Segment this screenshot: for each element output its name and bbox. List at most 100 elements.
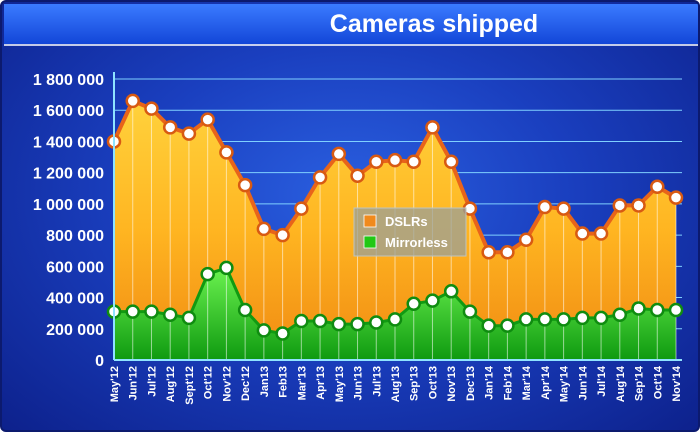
mirrorless-point	[181, 310, 197, 326]
y-axis-ticks: 1 800 000 1 600 000 1 400 000 1 200 000 1 00…	[33, 72, 104, 370]
dslrs-point	[294, 201, 309, 216]
mirrorless-point	[219, 260, 234, 276]
dslrs-point	[425, 120, 440, 135]
title-banner	[4, 4, 698, 44]
x-tick-label: Sep'13	[409, 366, 421, 401]
mirrorless-point	[162, 307, 178, 322]
x-tick-label: Feb13	[278, 366, 290, 398]
mirrorless-point	[144, 304, 159, 319]
x-tick-label: May'13	[334, 366, 346, 402]
y-tick-label: 0	[95, 353, 104, 370]
dslrs-point	[125, 93, 140, 109]
y-tick-label: 200 000	[46, 322, 104, 339]
dslrs-point	[181, 126, 197, 141]
dslrs-point	[387, 152, 403, 168]
legend-label-dslrs: DSLRs	[385, 214, 428, 229]
x-tick-label: Jan13	[259, 366, 271, 397]
mirrorless-point	[443, 284, 459, 299]
dslrs-point	[481, 245, 496, 260]
mirrorless-point	[406, 296, 421, 312]
dslrs-point	[668, 190, 684, 205]
x-tick-label: Jun'14	[577, 365, 589, 400]
mirrorless-point	[294, 313, 309, 329]
dslrs-point	[200, 112, 215, 127]
dslrs-point	[369, 154, 384, 169]
mirrorless-point	[256, 323, 272, 338]
series-points-dslrs	[106, 93, 684, 260]
dslrs-point	[331, 146, 347, 162]
dslrs-point	[631, 198, 646, 213]
legend-swatch-mirrorless	[363, 235, 377, 249]
mirrorless-point	[237, 302, 253, 318]
dslrs-point	[275, 227, 290, 243]
x-tick-label: Oct'13	[427, 366, 439, 399]
mirrorless-point	[668, 302, 684, 318]
dslrs-point	[537, 199, 553, 215]
dslrs-point	[312, 170, 328, 185]
mirrorless-point	[312, 313, 328, 329]
dslrs-point	[237, 177, 253, 193]
mirrorless-point	[556, 312, 571, 327]
dslrs-point	[162, 120, 178, 135]
mirrorless-point	[612, 307, 628, 322]
mirrorless-point	[593, 310, 609, 326]
dslrs-point	[406, 154, 421, 169]
dslrs-point	[443, 154, 459, 169]
chart-title: Cameras shipped	[330, 10, 538, 38]
x-tick-label: Mar'14	[521, 365, 533, 400]
mirrorless-point	[500, 318, 515, 333]
mirrorless-point	[462, 304, 478, 319]
dslrs-point	[612, 198, 628, 213]
x-tick-label: Jun'13	[353, 366, 365, 400]
dslrs-point	[518, 232, 534, 248]
mirrorless-point	[331, 316, 347, 332]
x-tick-label: Aug'12	[165, 366, 177, 402]
mirrorless-point	[650, 302, 665, 318]
mirrorless-point	[125, 304, 140, 319]
x-tick-label: Sep'14	[634, 365, 646, 401]
mirrorless-point	[387, 312, 403, 327]
x-tick-label: Apr'13	[315, 366, 327, 400]
x-tick-label: Sept'12	[184, 366, 196, 405]
mirrorless-point	[350, 316, 365, 332]
mirrorless-point	[369, 315, 384, 330]
x-tick-label: Aug'14	[615, 365, 627, 402]
mirrorless-point	[518, 312, 534, 327]
y-tick-label: 400 000	[46, 291, 104, 308]
y-tick-label: 1 200 000	[33, 166, 104, 183]
x-tick-label: Jun'12	[128, 366, 140, 400]
x-tick-label: May'12	[109, 366, 121, 402]
x-tick-label: Oct'14	[652, 365, 664, 399]
y-tick-label: 1 600 000	[33, 103, 104, 120]
series-area-mirrorless	[114, 267, 676, 360]
dslrs-point	[556, 201, 571, 216]
mirrorless-point	[631, 301, 646, 316]
mirrorless-point	[425, 293, 440, 308]
x-tick-label: Mar'13	[296, 366, 308, 400]
y-tick-label: 800 000	[46, 228, 104, 245]
x-tick-label: Apr'14	[540, 365, 552, 400]
mirrorless-point	[200, 266, 215, 282]
x-axis-ticks: May'12 Jun'12 Jul'12 Aug'12 Sept'12 Oct'12 Nov…	[109, 365, 683, 405]
dslrs-point	[500, 245, 515, 260]
mirrorless-point	[537, 312, 553, 327]
y-tick-label: 600 000	[46, 259, 104, 276]
x-tick-label: Nov'14	[671, 365, 683, 402]
x-tick-label: Jul'14	[596, 365, 608, 397]
x-tick-label: Dec'12	[240, 366, 252, 401]
x-tick-label: Nov'12	[221, 366, 233, 402]
mirrorless-point	[575, 310, 590, 326]
legend: DSLRs Mirrorless	[353, 207, 467, 257]
x-tick-label: Jul'12	[146, 366, 158, 397]
x-tick-label: Aug'13	[390, 366, 402, 402]
x-tick-label: Jan'14	[484, 365, 496, 400]
y-tick-label: 1 000 000	[33, 197, 104, 214]
x-tick-label: Nov'13	[446, 366, 458, 402]
dslrs-point	[593, 226, 609, 241]
dslrs-point	[256, 221, 272, 237]
legend-swatch-dslrs	[363, 214, 377, 228]
dslrs-point	[144, 101, 159, 116]
mirrorless-point	[275, 326, 290, 341]
